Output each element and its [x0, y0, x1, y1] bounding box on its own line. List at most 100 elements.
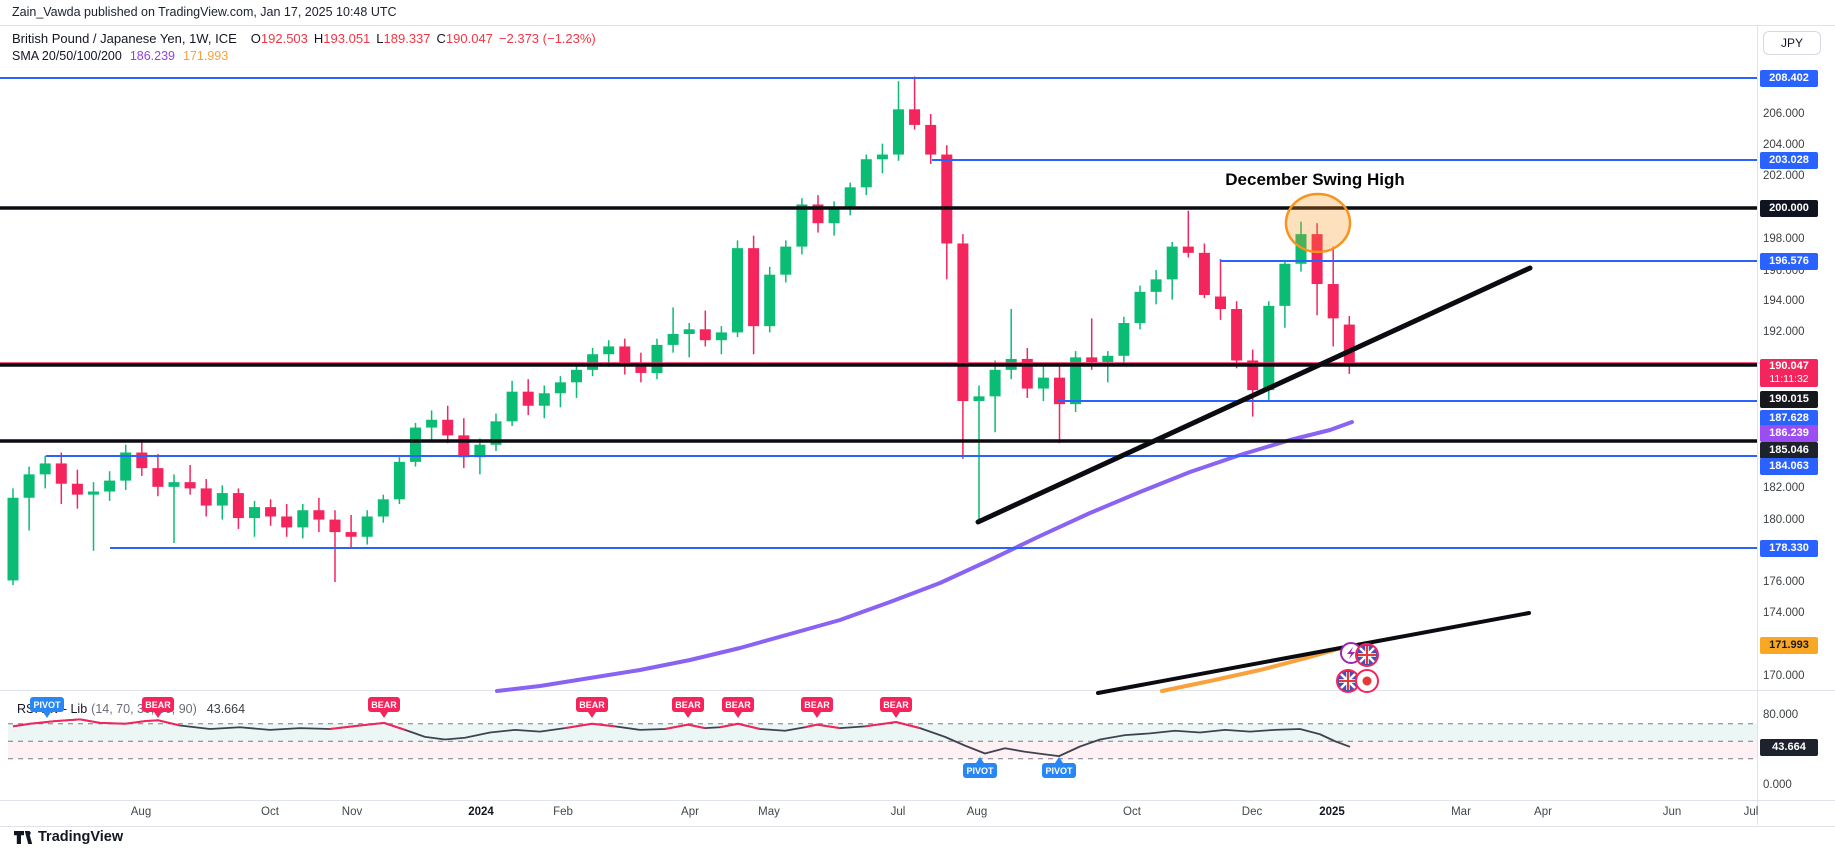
candle	[426, 410, 438, 441]
ohlc-value: 189.337	[383, 31, 431, 46]
month-label[interactable]: Dec	[1241, 806, 1263, 818]
pivot-signal-pill: PIVOT	[30, 697, 64, 718]
month-label[interactable]: Aug	[130, 806, 152, 818]
axis-tick-label: 176.000	[1763, 576, 1805, 588]
candle	[973, 385, 985, 520]
sma100-value: 186.239	[129, 49, 175, 63]
rsi-divergence-segment	[719, 722, 761, 730]
svg-text:BEAR: BEAR	[675, 700, 701, 710]
candle	[1118, 316, 1130, 364]
ohlc-value: 193.051	[323, 31, 371, 46]
candle	[1215, 259, 1226, 320]
price-level-label: 178.330	[1760, 539, 1818, 557]
candle	[313, 497, 325, 533]
candle	[1005, 309, 1017, 380]
price-level-label: 200.000	[1760, 199, 1818, 217]
month-label[interactable]: Nov	[341, 806, 363, 818]
candle	[265, 499, 277, 526]
publish-bar	[0, 0, 1835, 26]
month-label[interactable]: 2025	[1319, 806, 1345, 818]
candle	[893, 81, 904, 161]
trendline[interactable]	[1096, 611, 1531, 695]
axis-tick-label: 204.000	[1763, 139, 1805, 151]
candle	[876, 143, 888, 174]
candle	[1086, 318, 1098, 370]
candle	[860, 154, 872, 196]
candle	[377, 494, 389, 523]
candle	[1247, 349, 1259, 417]
price-level-label: 185.046	[1760, 441, 1818, 459]
bar-countdown: 11:11:32	[1769, 373, 1809, 385]
candle	[925, 114, 937, 164]
candle	[1037, 366, 1049, 402]
candle	[345, 514, 357, 548]
bear-signal-pill: BEAR	[576, 697, 608, 718]
rsi-pane-separator[interactable]	[0, 690, 1835, 691]
candle	[249, 500, 260, 537]
jp-flag-icon	[1355, 669, 1379, 693]
rsi-current-value: 43.664	[206, 702, 246, 716]
candle	[281, 504, 293, 537]
candle	[699, 310, 711, 347]
indicator-header[interactable]: SMA 20/50/100/200 186.239 171.993	[12, 49, 228, 63]
month-label[interactable]: Mar	[1451, 806, 1471, 818]
ohlc-key: O	[250, 31, 261, 46]
month-label[interactable]: May	[758, 806, 780, 818]
sma200-value: 171.993	[183, 49, 229, 63]
sma-label: SMA 20/50/100/200	[12, 49, 122, 63]
candle	[941, 145, 953, 280]
rsi-divergence-segment	[329, 721, 406, 731]
candle	[957, 234, 969, 459]
candle	[152, 454, 164, 497]
month-label[interactable]: Oct	[1123, 806, 1141, 818]
symbol-header[interactable]: British Pound / Japanese Yen, 1W, ICE O19…	[12, 31, 596, 46]
candle	[1166, 241, 1178, 300]
rsi-divergence-segment	[564, 722, 616, 730]
tradingview-logo-text: TradingView	[38, 829, 124, 845]
svg-text:BEAR: BEAR	[145, 700, 171, 710]
pivot-signal-pill: PIVOT	[963, 757, 997, 778]
month-label[interactable]: Apr	[1534, 806, 1552, 818]
candle	[1198, 243, 1210, 299]
month-label[interactable]: Apr	[681, 806, 699, 818]
candle	[88, 482, 99, 551]
rsi-divergence-segment	[804, 723, 841, 730]
candle	[1263, 301, 1275, 402]
price-level-label: 203.028	[1760, 151, 1818, 169]
candle	[71, 469, 83, 509]
rsi-divergence-segment	[12, 718, 181, 728]
time-axis-separator	[0, 800, 1835, 801]
price-axis-border	[1757, 25, 1758, 825]
month-label[interactable]: Jul	[1743, 806, 1759, 818]
month-label[interactable]: Oct	[261, 806, 279, 818]
candle	[1070, 351, 1082, 412]
candle	[844, 182, 856, 216]
month-label[interactable]: Jun	[1662, 806, 1682, 818]
candle	[715, 326, 727, 355]
month-label[interactable]: 2024	[468, 806, 494, 818]
svg-text:PIVOT: PIVOT	[966, 766, 994, 776]
axis-tick-label: 180.000	[1763, 514, 1805, 526]
candle	[297, 504, 309, 539]
price-level-label: 208.402	[1760, 69, 1818, 87]
candle	[1021, 348, 1033, 398]
ohlc-values: O192.503 H193.051 L189.337 C190.047	[245, 31, 493, 46]
currency-button[interactable]: JPY	[1763, 31, 1821, 55]
month-label[interactable]: Feb	[553, 806, 573, 818]
candle	[522, 379, 534, 416]
candle	[216, 485, 228, 520]
rsi-line	[12, 718, 1351, 758]
ohlc-value: 192.503	[260, 31, 308, 46]
month-label[interactable]: Aug	[966, 806, 988, 818]
swing-high-circle[interactable]	[1284, 192, 1352, 254]
month-label[interactable]: Jul	[890, 806, 906, 818]
candle	[184, 465, 196, 495]
rsi-bear-band	[8, 741, 1757, 759]
candle	[120, 444, 132, 490]
ohlc-value: 190.047	[445, 31, 493, 46]
trendline[interactable]	[975, 265, 1533, 525]
tradingview-branding[interactable]: TradingView	[14, 829, 123, 845]
axis-tick-label: 182.000	[1763, 482, 1805, 494]
